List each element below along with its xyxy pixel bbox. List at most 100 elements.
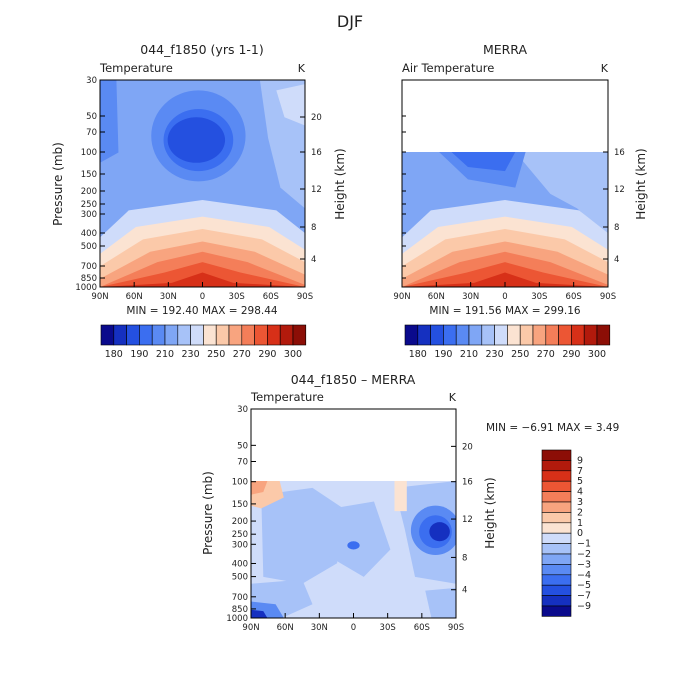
min-max-text: MIN = 192.40 MAX = 298.44 [126, 305, 278, 317]
colorbar-cell [541, 595, 572, 607]
y-tick-label: 1000 [75, 283, 97, 293]
contour-band [100, 272, 305, 287]
colorbar-cell [541, 501, 572, 513]
colorbar-label: 5 [577, 476, 583, 487]
unit-label: K [298, 62, 306, 75]
x-tick-label: 30N [311, 623, 328, 633]
height-tick-label: 8 [462, 553, 467, 563]
field-label: Air Temperature [402, 61, 494, 75]
colorbar-cell [541, 522, 572, 534]
colorbar: 180 190 210 230 250 270 290 300 [100, 324, 307, 360]
colorbar-cell [519, 324, 534, 346]
colorbar-label: 180 [409, 349, 427, 360]
y-tick-label: 70 [86, 128, 97, 138]
y-tick-label: 30 [237, 405, 248, 415]
colorbar-cell [430, 324, 444, 346]
contour-band [261, 487, 344, 584]
colorbar-cell [113, 324, 127, 346]
colorbar-label: 180 [105, 349, 123, 360]
x-tick-label: 60N [277, 623, 294, 633]
x-tick-label: 90N [393, 292, 410, 302]
colorbar-label: 230 [486, 349, 504, 360]
colorbar-cell [571, 324, 585, 346]
x-tick-label: 90S [448, 623, 464, 633]
y-axis-right-label: Height (km) [483, 477, 497, 548]
colorbar-cell [126, 324, 140, 346]
colorbar-label: 9 [577, 455, 583, 466]
x-tick-label: 90S [297, 292, 313, 302]
colorbar-label: 210 [460, 349, 478, 360]
colorbar-label: −1 [577, 539, 591, 550]
colorbar-label: −3 [577, 559, 591, 570]
panel-title: 044_f1850 – MERRA [291, 372, 416, 387]
colorbar-cell [267, 324, 281, 346]
y-tick-label: 150 [232, 500, 248, 510]
height-tick-label: 20 [311, 113, 322, 123]
colorbar-label: 190 [130, 349, 148, 360]
contour-band [276, 84, 305, 126]
y-tick-label: 1000 [226, 614, 248, 624]
colorbar-cell [541, 574, 572, 586]
y-axis-right-label: Height (km) [634, 148, 648, 219]
colorbar-cell [455, 324, 470, 346]
colorbar-cell [583, 324, 598, 346]
x-tick-label: 30S [531, 292, 547, 302]
y-tick-label: 500 [232, 573, 248, 583]
colorbar-cell [532, 324, 547, 346]
y-axis-right-label: Height (km) [333, 148, 347, 219]
colorbar-cell [279, 324, 294, 346]
height-tick-label: 4 [614, 255, 619, 265]
colorbar-cell [404, 324, 419, 346]
colorbar-cell [177, 324, 191, 346]
colorbar-label: 250 [207, 349, 225, 360]
x-tick-label: 90N [242, 623, 259, 633]
contour-fill [251, 481, 456, 618]
panel-merra: MERRA Air Temperature K Height (km) MIN … [401, 42, 648, 360]
y-tick-label: 850 [232, 605, 248, 615]
colorbar-cell [468, 324, 483, 346]
height-tick-label: 4 [462, 586, 467, 596]
colorbar-cell [541, 470, 572, 482]
colorbar-cell [203, 324, 217, 346]
height-tick-label: 16 [311, 148, 322, 158]
colorbar-cell [545, 324, 559, 346]
colorbar-cell [494, 324, 508, 346]
x-tick-label: 30S [380, 623, 396, 633]
colorbar-cell [541, 584, 572, 596]
colorbar-cell [292, 324, 307, 346]
colorbar-cell [100, 324, 115, 346]
y-tick-label: 100 [81, 148, 97, 158]
colorbar-label: 0 [577, 528, 583, 539]
y-tick-label: 700 [232, 593, 248, 603]
contour-fill [100, 80, 305, 287]
contour-band [328, 501, 391, 577]
height-tick-label: 8 [311, 223, 316, 233]
x-tick-label: 60S [414, 623, 430, 633]
colorbar-cell [541, 480, 572, 492]
colorbar-cell [254, 324, 268, 346]
colorbar-cell [139, 324, 153, 346]
y-axis-label: Pressure (mb) [51, 142, 65, 226]
y-tick-label: 100 [232, 478, 248, 488]
colorbar-cell [541, 553, 572, 565]
panel-title: 044_f1850 (yrs 1-1) [140, 42, 264, 57]
colorbar-cell [541, 460, 572, 472]
contour-band [347, 541, 360, 550]
colorbar-label: −7 [577, 591, 591, 602]
colorbar-label: 290 [258, 349, 276, 360]
colorbar-cell [151, 324, 166, 346]
x-tick-label: 30N [160, 292, 177, 302]
colorbar-cell [241, 324, 255, 346]
colorbar-label: 7 [577, 466, 583, 477]
y-tick-label: 700 [81, 262, 97, 272]
min-max-text: MIN = 191.56 MAX = 299.16 [429, 305, 581, 317]
panel-model: 044_f1850 (yrs 1-1) Temperature K Pressu… [51, 42, 347, 360]
y-tick-label: 400 [232, 559, 248, 569]
min-max-text: MIN = −6.91 MAX = 3.49 [486, 422, 619, 434]
colorbar-cell [190, 324, 204, 346]
height-tick-label: 16 [614, 148, 625, 158]
colorbar-cell [541, 605, 572, 617]
unit-label: K [601, 62, 609, 75]
x-tick-label: 30S [229, 292, 245, 302]
